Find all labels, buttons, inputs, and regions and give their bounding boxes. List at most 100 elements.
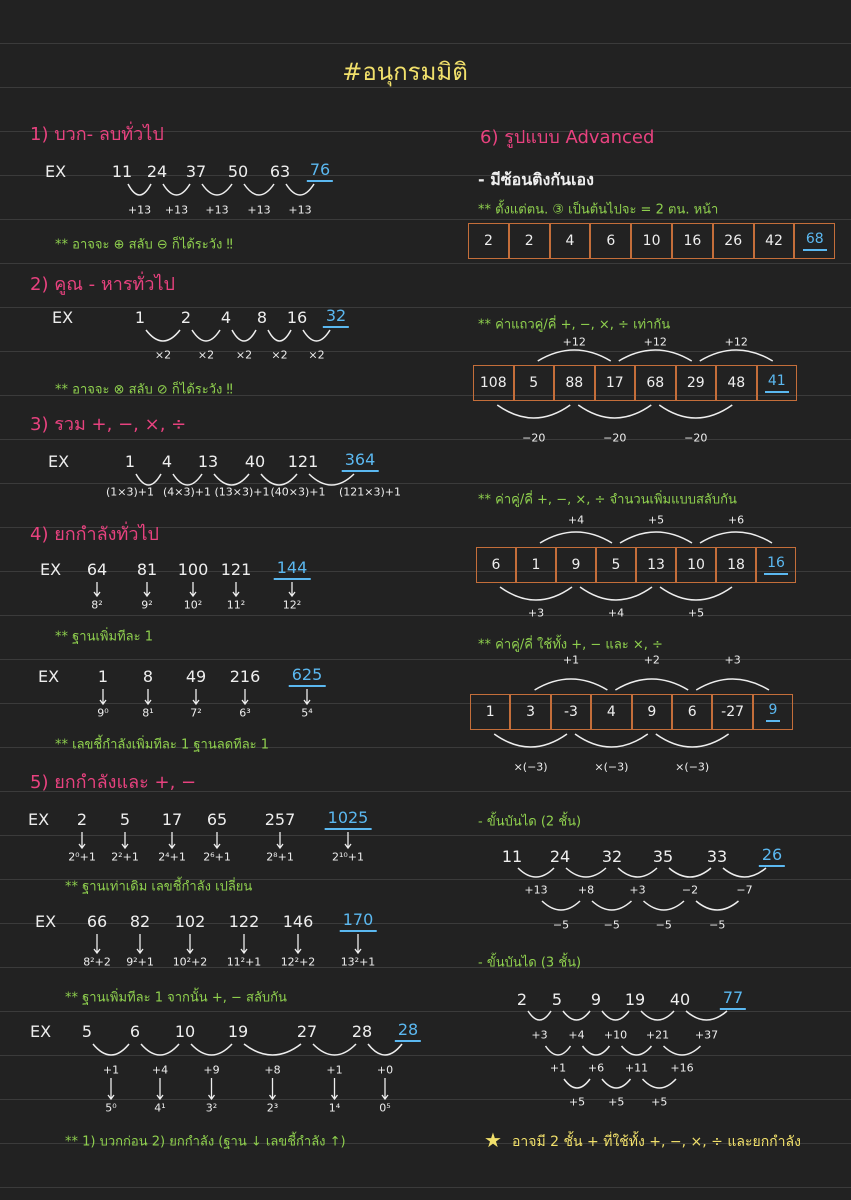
arc — [213, 473, 250, 486]
sequence-term: 121 — [287, 452, 319, 471]
step-label: +13 — [288, 203, 312, 217]
stair-step: +3 — [629, 883, 646, 897]
hint-note: ** อาจจะ ⊕ สลับ ⊖ ก็ได้ระวัง ‼ — [55, 237, 233, 253]
sequence-answer: 364 — [341, 452, 379, 472]
bottom-step: +4 — [607, 606, 625, 620]
sequence-cell: 4 — [591, 694, 632, 730]
arc — [496, 404, 571, 419]
stair-step: +6 — [587, 1061, 605, 1075]
sequence-cell: -3 — [550, 694, 592, 730]
base-label: 10²+2 — [172, 955, 208, 969]
step-label: +13 — [164, 203, 189, 217]
arc — [213, 832, 221, 850]
cell-value: 17 — [605, 375, 624, 391]
base-label: 4¹ — [154, 1101, 166, 1115]
sequence-term: 6 — [129, 1022, 141, 1041]
stair-heading: - ขั้นบันได (2 ชั้น) — [478, 814, 582, 830]
hint-note: ** ฐานเท่าเดิม เลขชี้กำลัง เปลี่ยน — [65, 879, 253, 895]
base-label: 7² — [190, 706, 202, 720]
hint-note: ** ตั้งแต่ตน. ③ เป็นต้นไปจะ = 2 ตน. หน้า — [478, 202, 719, 218]
arc — [107, 1078, 115, 1101]
sequence-answer: 77 — [719, 990, 747, 1010]
arc — [620, 1045, 653, 1056]
cell-value: 68 — [646, 375, 665, 391]
arc — [168, 832, 176, 850]
base-label: 2⁸+1 — [266, 850, 294, 864]
section-heading: 1) บวก- ลบทั่วไป — [30, 124, 164, 145]
arc — [285, 183, 315, 196]
arc — [537, 349, 612, 362]
sequence-term: 2 — [76, 810, 88, 829]
arc — [172, 473, 203, 486]
cell-value: 29 — [686, 375, 705, 391]
star-icon: ★ — [484, 1128, 502, 1152]
step-label: +9 — [203, 1063, 220, 1077]
sequence-term: 24 — [549, 847, 571, 866]
step-label: (1×3)+1 — [105, 485, 155, 499]
section-heading: 3) รวม +, −, ×, ÷ — [30, 414, 187, 435]
arc — [619, 531, 693, 544]
hint-note: ** ฐานเพิ่มทีละ 1 — [55, 629, 153, 645]
arc — [267, 329, 292, 342]
arc — [143, 582, 151, 598]
base-label: 11²+1 — [226, 955, 262, 969]
sequence-term: 64 — [86, 560, 108, 579]
arc — [243, 1043, 302, 1056]
sequence-term: 81 — [136, 560, 158, 579]
base-label: 8¹ — [142, 706, 154, 720]
arc — [78, 832, 86, 850]
base-label: 2³ — [266, 1101, 279, 1115]
top-step: +12 — [643, 335, 667, 349]
top-step: +2 — [643, 653, 660, 667]
sequence-term: 19 — [227, 1022, 249, 1041]
sequence-cell: 18 — [716, 547, 756, 583]
arc — [493, 733, 568, 748]
arc — [574, 733, 649, 748]
summary-note: อาจมี 2 ชั้น + ที่ใช้ทั้ง +, −, ×, ÷ และ… — [512, 1134, 801, 1150]
arc — [232, 582, 240, 598]
sequence-cell: 13 — [636, 547, 676, 583]
arc — [144, 689, 152, 706]
base-label: 0⁵ — [379, 1101, 391, 1115]
arc — [241, 689, 249, 706]
cell-value: 5 — [611, 557, 621, 573]
base-label: 12² — [282, 598, 302, 612]
sequence-term: 16 — [286, 308, 308, 327]
bottom-step: +5 — [687, 606, 705, 620]
bottom-step: −20 — [684, 431, 708, 445]
example-label: EX — [40, 560, 62, 579]
arc — [288, 582, 296, 598]
sequence-answer: 170 — [339, 912, 377, 932]
base-label: 2¹⁰+1 — [331, 850, 365, 864]
step-label: (121×3)+1 — [338, 485, 402, 499]
base-label: 13²+1 — [340, 955, 376, 969]
section-heading: 4) ยกกำลังทั่วไป — [30, 524, 159, 545]
sequence-cell: -27 — [712, 694, 753, 730]
sequence-cell: 3 — [510, 694, 551, 730]
sequence-term: 10 — [174, 1022, 196, 1041]
arc — [668, 867, 712, 878]
sequence-answer: 144 — [273, 560, 311, 580]
sequence-cell: 48 — [716, 365, 757, 401]
cell-value: 6 — [687, 704, 697, 720]
base-label: 9² — [141, 598, 153, 612]
example-label: EX — [52, 308, 74, 327]
bottom-step: −20 — [522, 431, 546, 445]
base-label: 2⁰+1 — [68, 850, 96, 864]
step-label: +13 — [127, 203, 152, 217]
cell-value: 2 — [483, 233, 493, 249]
arc — [655, 733, 730, 748]
step-label: (40×3)+1 — [270, 485, 326, 499]
base-label: 9²+1 — [126, 955, 154, 969]
cell-value: 9 — [647, 704, 657, 720]
cell-value: 2 — [524, 233, 534, 249]
arc — [499, 586, 573, 601]
sequence-term: 2 — [516, 990, 528, 1009]
bottom-step: −20 — [603, 431, 627, 445]
cell-value: 1 — [485, 704, 495, 720]
sequence-term: 82 — [129, 912, 151, 931]
stair-step: +5 — [568, 1095, 586, 1109]
arc — [294, 934, 302, 955]
cell-value: -27 — [721, 704, 745, 720]
arc — [190, 1043, 233, 1056]
